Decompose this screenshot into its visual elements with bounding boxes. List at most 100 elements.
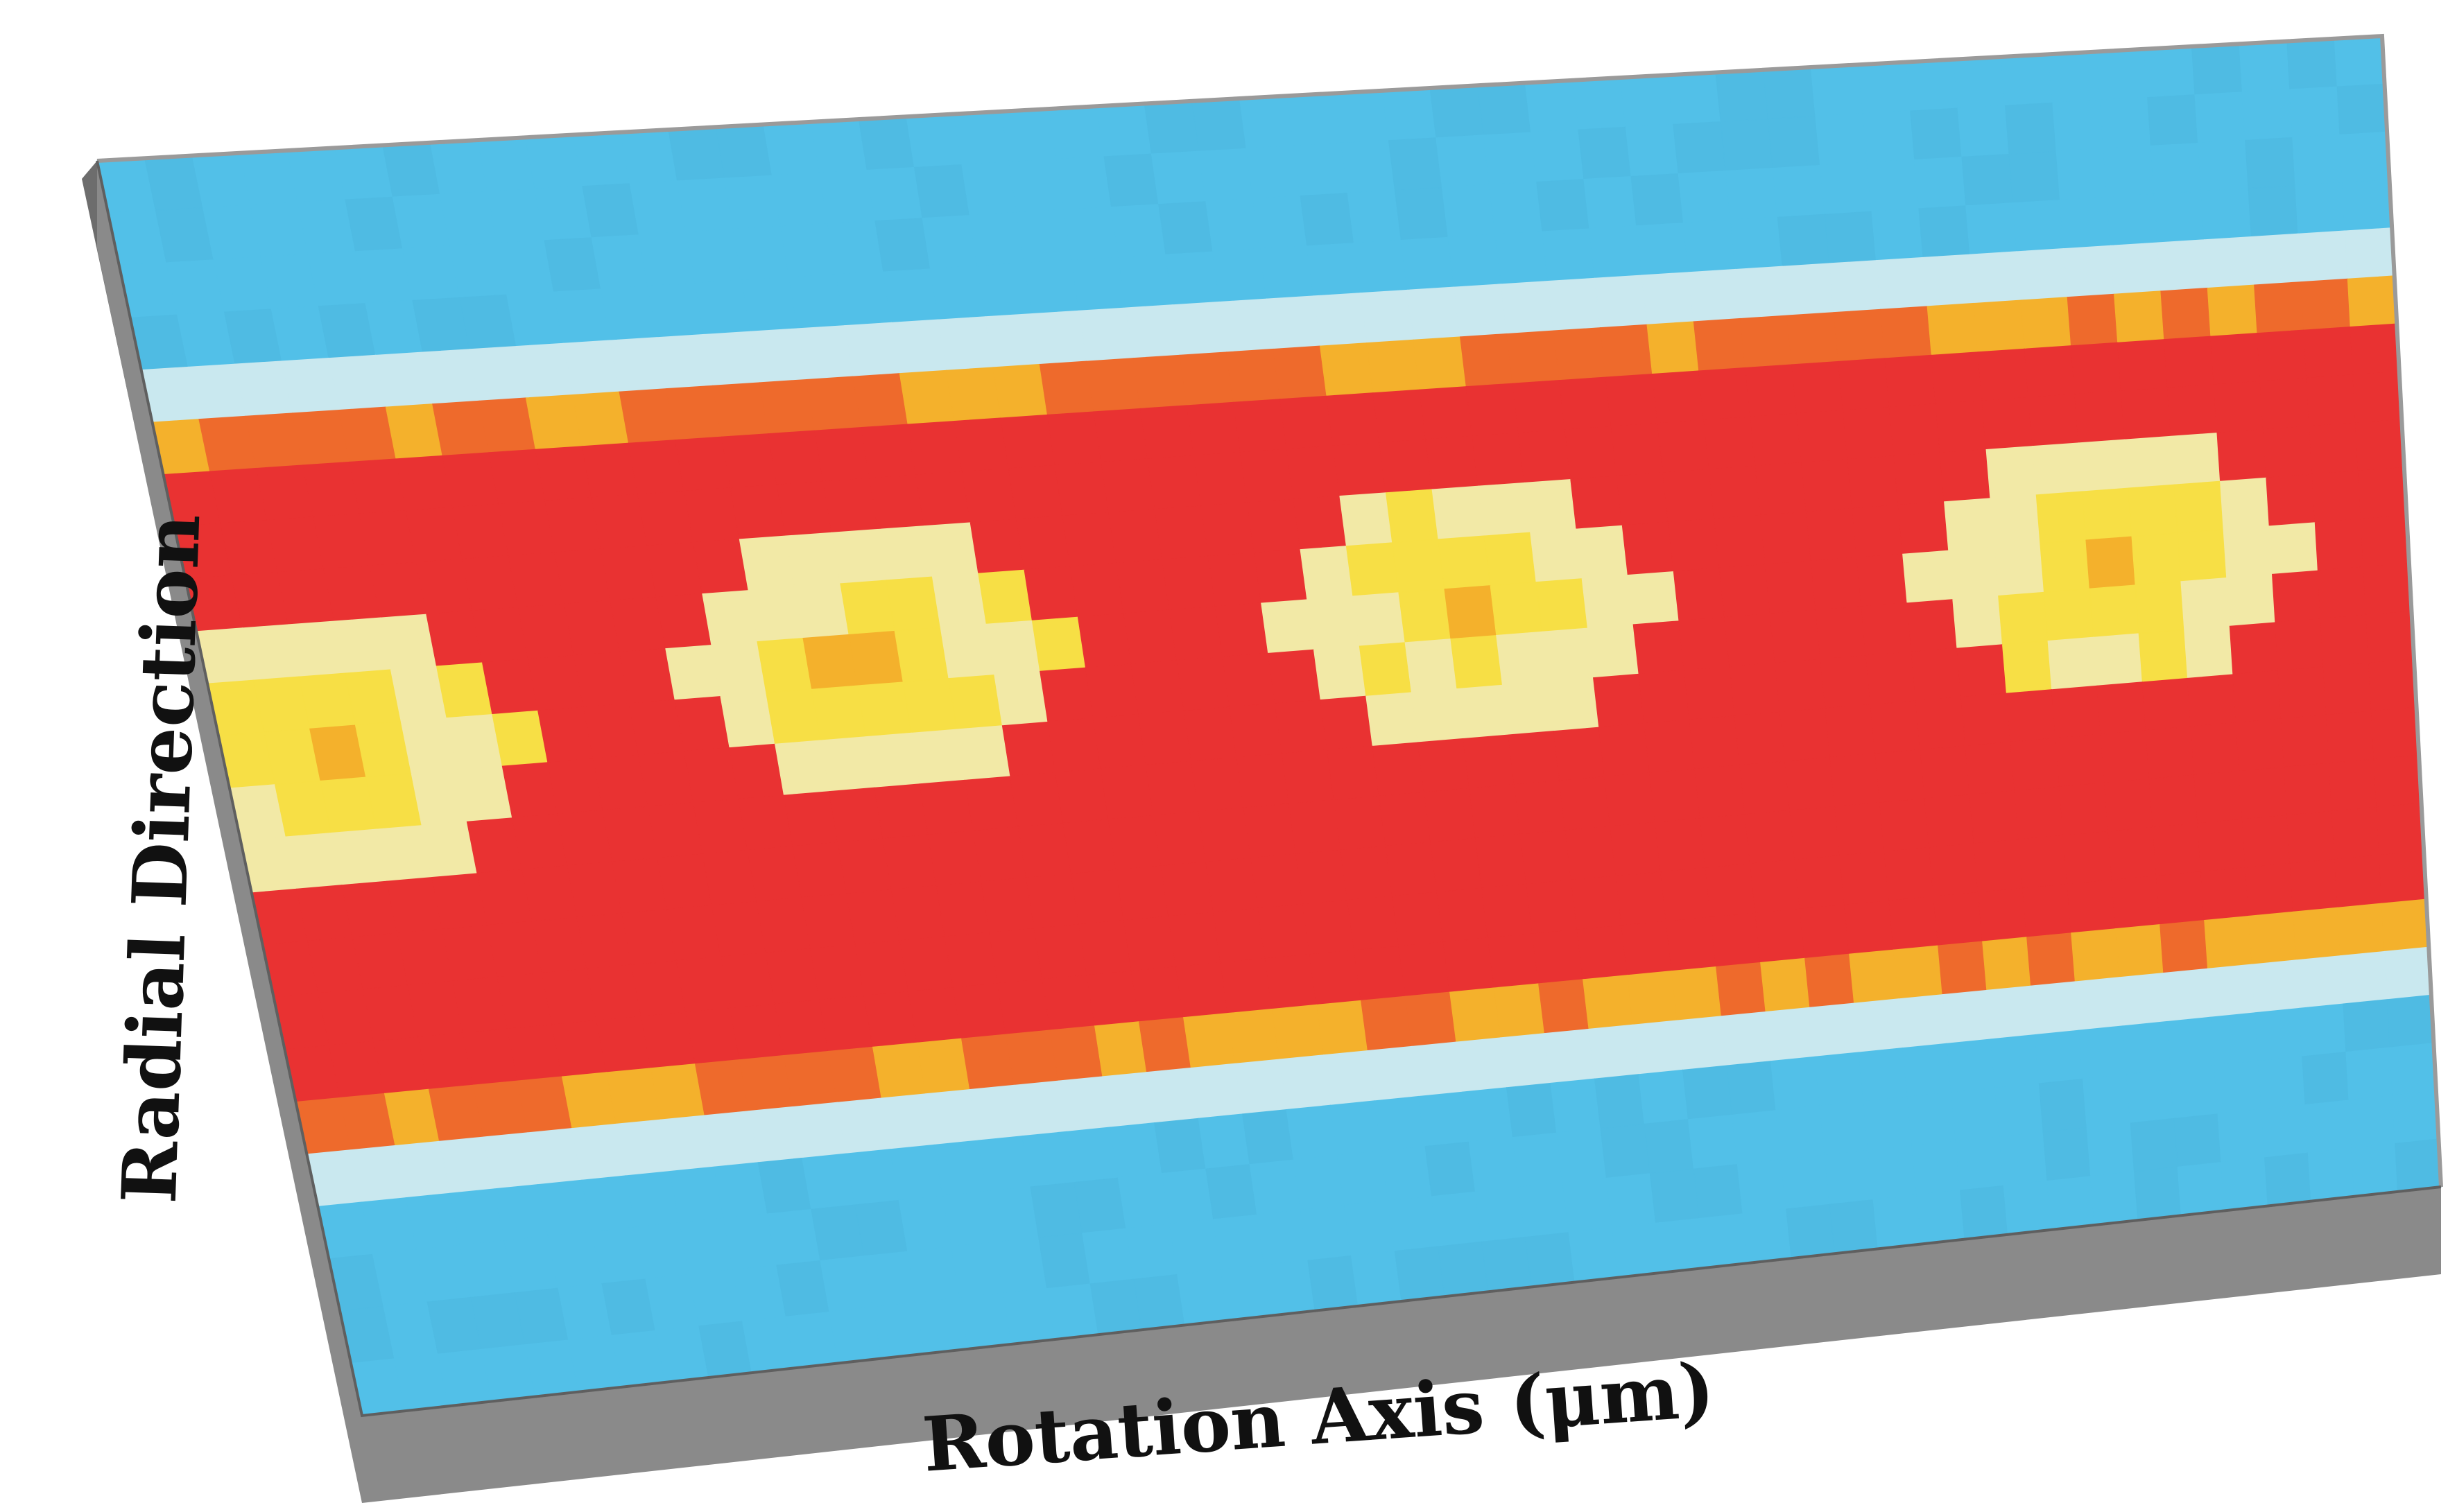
heatmap-cell	[693, 799, 748, 855]
heatmap-cell	[2210, 1012, 2259, 1066]
heatmap-cell	[2131, 532, 2182, 586]
heatmap-cell	[2261, 1104, 2309, 1158]
heatmap-cell	[2016, 248, 2068, 301]
heatmap-cell	[1300, 1205, 1352, 1261]
heatmap-cell	[685, 229, 743, 284]
heatmap-cell	[978, 569, 1033, 625]
heatmap-cell	[1589, 225, 1642, 279]
heatmap-cell	[665, 645, 721, 701]
heatmap-cell	[1910, 107, 1963, 160]
heatmap-cell	[2204, 915, 2252, 969]
heatmap-cell	[1981, 397, 2033, 450]
heatmap-cell	[1179, 351, 1234, 406]
heatmap-cell	[1794, 855, 1845, 910]
heatmap-cell	[882, 834, 938, 890]
heatmap-cell	[1535, 578, 1588, 632]
heatmap-cell	[1834, 802, 1885, 857]
heatmap-cell	[802, 1153, 856, 1210]
heatmap-cell	[1772, 164, 1825, 218]
heatmap-cell	[1058, 1076, 1111, 1132]
heatmap-cell	[1862, 110, 1915, 163]
heatmap-cell	[1854, 998, 1904, 1053]
heatmap-cell	[2197, 819, 2246, 873]
heatmap-cell	[1730, 216, 1783, 270]
heatmap-cell	[535, 446, 592, 502]
heatmap-cell	[2263, 426, 2313, 478]
heatmap-cell	[1777, 214, 1830, 267]
heatmap-cell	[1411, 688, 1464, 743]
heatmap-cell	[877, 525, 933, 581]
heatmap-cell	[1257, 1210, 1309, 1266]
heatmap-cell	[1359, 642, 1412, 697]
heatmap-cell	[2071, 928, 2120, 982]
heatmap-cell	[2245, 863, 2294, 916]
heatmap-cell	[1957, 105, 2010, 157]
heatmap-cell	[972, 826, 1027, 883]
heatmap-cell	[819, 169, 876, 225]
heatmap-cell	[994, 1237, 1048, 1294]
heatmap-cell	[1144, 101, 1200, 155]
heatmap-cell	[1198, 1113, 1250, 1170]
heatmap-cell	[2004, 102, 2057, 155]
heatmap-cell	[668, 126, 725, 182]
heatmap-cell	[1392, 539, 1445, 593]
heatmap-cell	[721, 433, 777, 489]
heatmap-cell	[1361, 996, 1413, 1052]
heatmap-cell	[1693, 318, 1746, 372]
heatmap-cell	[1264, 1260, 1316, 1317]
heatmap-cell	[1175, 962, 1229, 1018]
heatmap-cell	[757, 1157, 812, 1215]
heatmap-cell	[2275, 618, 2324, 672]
heatmap-cell	[1016, 515, 1071, 571]
heatmap-cell	[1008, 159, 1065, 214]
heatmap-cell	[1911, 1140, 1961, 1196]
slab-top-edge	[96, 33, 2443, 1188]
heatmap-cell	[1191, 98, 1247, 152]
heatmap-cell	[759, 379, 816, 435]
heatmap-cell	[1102, 1072, 1155, 1128]
heatmap-cell	[1657, 419, 1710, 473]
heatmap-cell	[1330, 1100, 1382, 1156]
heatmap-cell	[1222, 652, 1276, 708]
heatmap-cell	[1038, 1233, 1091, 1289]
heatmap-cell	[1829, 260, 1881, 313]
heatmap-cell	[961, 162, 1017, 216]
heatmap-cell	[792, 842, 847, 898]
heatmap-cell	[985, 620, 1041, 676]
heatmap-cell	[1953, 56, 2006, 109]
heatmap-cell	[1742, 1208, 1792, 1264]
heatmap-cell	[2074, 390, 2126, 444]
heatmap-cell	[2329, 758, 2377, 812]
heatmap-cell	[1576, 925, 1628, 980]
heatmap-cell	[811, 685, 867, 741]
heatmap-cell	[1381, 87, 1437, 141]
heatmap-cell	[1295, 849, 1348, 905]
slab-front-edge	[96, 160, 2442, 1418]
heatmap-cell	[1055, 768, 1110, 824]
heatmap-cell	[2167, 384, 2218, 437]
heatmap-cell	[1524, 80, 1579, 133]
heatmap-cell	[1564, 826, 1617, 881]
heatmap-cell	[738, 794, 793, 851]
heatmap-cell	[2051, 685, 2101, 739]
heatmap-cell	[1326, 392, 1380, 446]
heatmap-cell	[1627, 971, 1678, 1025]
heatmap-cell	[2248, 185, 2299, 238]
heatmap-cell	[1392, 892, 1444, 947]
heatmap-cell	[1306, 243, 1361, 297]
heatmap-cell	[2255, 1007, 2303, 1061]
heatmap-cell	[2078, 1025, 2128, 1079]
heatmap-cell	[788, 274, 845, 329]
heatmap-cell	[1123, 609, 1178, 665]
heatmap-cell	[2180, 577, 2230, 631]
heatmap-cell	[2229, 622, 2279, 675]
heatmap-cell	[702, 849, 757, 906]
heatmap-cell	[506, 291, 564, 347]
heatmap-cell	[2173, 480, 2224, 534]
heatmap-cell	[1462, 1087, 1514, 1142]
heatmap-cell	[1884, 354, 1936, 408]
heatmap-cell	[1193, 452, 1248, 507]
heatmap-cell	[1219, 298, 1274, 353]
heatmap-cell	[748, 1106, 803, 1163]
heatmap-cell	[2071, 342, 2122, 395]
